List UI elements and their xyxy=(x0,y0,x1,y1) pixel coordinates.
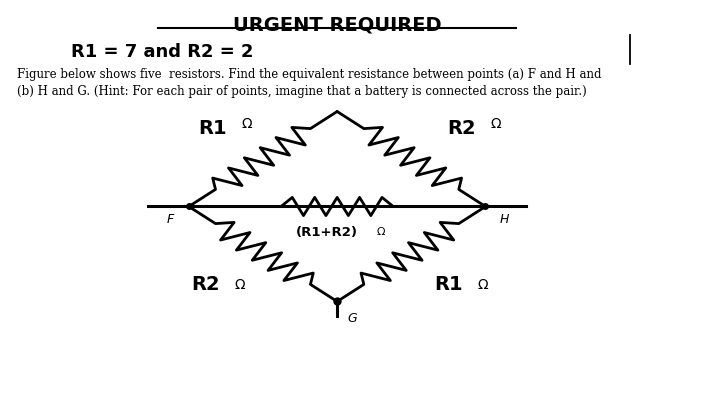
Text: Figure below shows five  resistors. Find the equivalent resistance between point: Figure below shows five resistors. Find … xyxy=(17,68,602,81)
Text: R2: R2 xyxy=(191,275,220,294)
Text: F: F xyxy=(166,213,174,226)
Text: R1: R1 xyxy=(434,275,462,294)
Text: Ω: Ω xyxy=(478,278,488,292)
Text: URGENT REQUIRED: URGENT REQUIRED xyxy=(233,16,442,35)
Text: R2: R2 xyxy=(447,119,476,138)
Text: (R1+R2): (R1+R2) xyxy=(296,225,358,239)
Text: Ω: Ω xyxy=(234,278,245,292)
Text: G: G xyxy=(347,312,357,325)
Text: Ω: Ω xyxy=(491,117,501,131)
Text: R1: R1 xyxy=(198,119,227,138)
Text: Ω: Ω xyxy=(376,227,385,237)
Text: H: H xyxy=(500,213,509,226)
Text: (b) H and G. (Hint: For each pair of points, imagine that a battery is connected: (b) H and G. (Hint: For each pair of poi… xyxy=(17,85,587,97)
Text: R1 = 7 and R2 = 2: R1 = 7 and R2 = 2 xyxy=(71,43,253,62)
Text: Ω: Ω xyxy=(242,117,252,131)
